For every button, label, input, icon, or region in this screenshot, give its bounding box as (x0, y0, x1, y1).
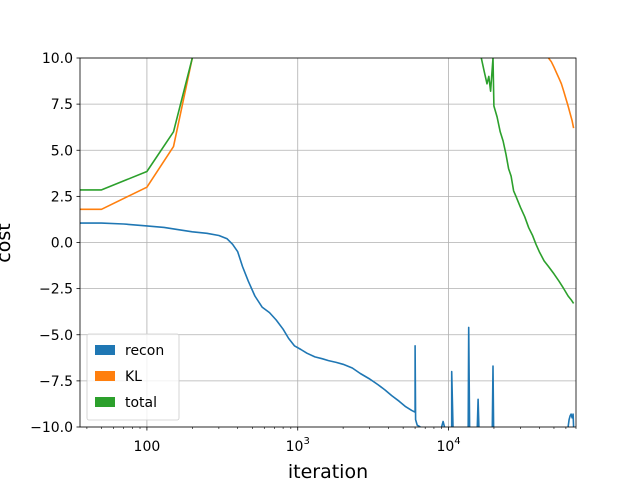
series-line-recon (567, 413, 575, 427)
series-line-recon (440, 420, 446, 427)
legend-swatch-recon (95, 345, 115, 355)
y-tick-label: 10.0 (42, 51, 73, 67)
x-tick-label: 104 (436, 436, 460, 455)
series-line-kl (547, 58, 575, 129)
y-tick-label: −10.0 (30, 420, 73, 436)
series-line-total (80, 58, 194, 191)
x-tick-label: 103 (286, 436, 310, 455)
y-axis-ticks: 10.0 7.5 5.0 2.5 0.0 −2.5 −5.0 −7.5 −10.0 (30, 51, 80, 436)
series-line-total (480, 58, 575, 304)
legend-label-kl: KL (125, 369, 142, 385)
x-tick-label: 100 (134, 439, 161, 455)
y-axis-label: cost (0, 223, 15, 262)
y-tick-label: −5.0 (39, 328, 73, 344)
y-tick-label: 0.0 (51, 236, 73, 252)
series-line-recon (467, 326, 471, 427)
series-layer (80, 58, 575, 427)
x-axis-ticks: 100 103 104 (86, 427, 577, 455)
y-tick-label: 5.0 (51, 143, 73, 159)
legend-label-total: total (125, 395, 157, 411)
legend-swatch-total (95, 397, 115, 407)
series-line-recon (476, 398, 480, 427)
legend-label-recon: recon (125, 343, 164, 359)
legend: recon KL total (86, 333, 180, 421)
series-line-recon (491, 365, 495, 427)
y-tick-label: 2.5 (51, 189, 73, 205)
series-line-recon (80, 222, 421, 427)
series-line-recon (450, 370, 454, 427)
y-tick-label: −7.5 (39, 374, 73, 390)
y-tick-label: −2.5 (39, 282, 73, 298)
series-line-kl (80, 58, 194, 211)
x-axis-label: iteration (288, 461, 368, 480)
y-tick-label: 7.5 (51, 97, 73, 113)
legend-swatch-kl (95, 371, 115, 381)
